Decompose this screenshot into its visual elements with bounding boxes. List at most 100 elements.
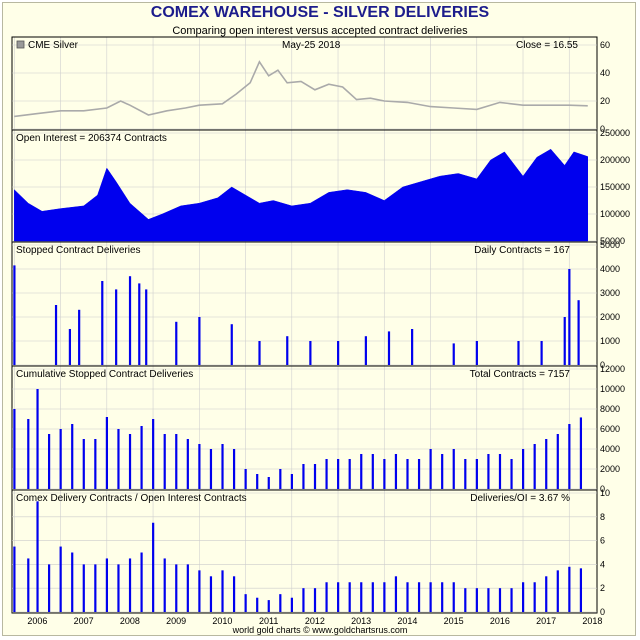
x-tick-label-2007: 2007 bbox=[74, 616, 94, 626]
data-bar bbox=[198, 444, 201, 489]
y-tick-label: 0 bbox=[600, 360, 605, 370]
data-bar bbox=[244, 469, 247, 489]
data-bar bbox=[313, 464, 317, 489]
data-bar bbox=[290, 597, 293, 612]
data-bar bbox=[286, 336, 289, 365]
panel-stopped_daily: 0 1000 2000 3000 4000 5000 Stopped Contract De… bbox=[11, 240, 620, 370]
data-bar bbox=[105, 558, 109, 612]
data-bar bbox=[545, 439, 548, 489]
data-bar bbox=[337, 459, 340, 489]
data-bar bbox=[577, 300, 580, 365]
data-bar bbox=[452, 582, 455, 612]
data-bar bbox=[36, 389, 39, 489]
panel-border bbox=[11, 489, 598, 614]
y-tick-label: 250000 bbox=[600, 128, 630, 138]
data-bar bbox=[568, 424, 571, 489]
data-bar bbox=[256, 597, 259, 612]
data-bar bbox=[163, 558, 166, 612]
data-bar bbox=[186, 439, 189, 489]
data-bar bbox=[387, 331, 391, 365]
data-bar bbox=[517, 341, 520, 365]
data-bar bbox=[487, 454, 490, 489]
y-tick-label: 10000 bbox=[600, 384, 625, 394]
data-bar bbox=[244, 594, 247, 612]
data-bar bbox=[406, 459, 409, 489]
data-bar bbox=[13, 265, 16, 365]
panel-cumulative: 0 2000 4000 6000 8000 10000 12000 Cumulative St… bbox=[11, 364, 625, 494]
data-bar bbox=[209, 576, 213, 612]
x-tick-label-2013: 2013 bbox=[351, 616, 371, 626]
panel-value-label: Daily Contracts = 167 bbox=[474, 245, 570, 256]
x-tick-label-2017: 2017 bbox=[536, 616, 556, 626]
data-bar bbox=[487, 588, 490, 612]
panel-border bbox=[11, 241, 598, 367]
data-bar bbox=[540, 341, 543, 365]
data-bar bbox=[27, 419, 30, 489]
data-bar bbox=[117, 429, 120, 489]
date-label: May-25 2018 bbox=[282, 40, 341, 51]
panel-label: Comex Delivery Contracts / Open Interest… bbox=[16, 493, 247, 504]
chart-title: COMEX WAREHOUSE - SILVER DELIVERIES bbox=[150, 4, 490, 21]
data-bar bbox=[267, 600, 270, 612]
data-bar bbox=[383, 582, 386, 612]
data-bar bbox=[441, 582, 444, 612]
data-bar bbox=[464, 459, 467, 489]
data-bar bbox=[452, 449, 455, 489]
data-bar bbox=[429, 582, 432, 612]
y-tick-label: 1000 bbox=[600, 336, 620, 346]
panel-label: Stopped Contract Deliveries bbox=[16, 245, 141, 256]
data-bar bbox=[221, 570, 224, 612]
data-bar bbox=[522, 449, 525, 489]
y-tick-label: 6 bbox=[600, 536, 605, 546]
data-bar bbox=[417, 459, 421, 489]
data-bar bbox=[101, 281, 104, 365]
y-tick-label: 10 bbox=[600, 488, 610, 498]
data-bar bbox=[568, 269, 571, 365]
data-bar bbox=[256, 474, 259, 489]
data-bar bbox=[258, 341, 261, 365]
x-tick-label-2014: 2014 bbox=[397, 616, 417, 626]
data-bar bbox=[230, 324, 233, 365]
data-bar bbox=[556, 434, 559, 489]
data-bar bbox=[47, 434, 51, 489]
y-tick-label: 200000 bbox=[600, 155, 630, 165]
data-bar bbox=[417, 582, 421, 612]
panel-label: Cumulative Stopped Contract Deliveries bbox=[16, 369, 193, 380]
data-bar bbox=[360, 454, 363, 489]
data-bar bbox=[82, 439, 85, 489]
data-bar bbox=[140, 552, 143, 612]
data-bar bbox=[348, 459, 351, 489]
data-bar bbox=[115, 289, 118, 365]
data-bar bbox=[464, 588, 467, 612]
y-tick-label: 4000 bbox=[600, 264, 620, 274]
data-bar bbox=[128, 434, 132, 489]
data-bar bbox=[140, 426, 143, 489]
close-value-label: Close = 16.55 bbox=[516, 40, 578, 51]
y-tick-label: 12000 bbox=[600, 364, 625, 374]
y-tick-label: 8000 bbox=[600, 404, 620, 414]
data-bar bbox=[36, 501, 39, 612]
data-bar bbox=[13, 546, 16, 612]
data-bar bbox=[498, 588, 502, 612]
data-bar bbox=[209, 449, 213, 489]
y-tick-label: 150000 bbox=[600, 182, 630, 192]
data-bar bbox=[337, 582, 340, 612]
panel-price: 0 20 40 60 CME Silver May-25 2018 Close = 16.5… bbox=[11, 36, 610, 134]
data-bar bbox=[475, 341, 478, 365]
data-bar bbox=[563, 317, 566, 365]
y-tick-label: 50000 bbox=[600, 236, 625, 246]
data-bar bbox=[568, 566, 571, 612]
y-tick-label: 40 bbox=[600, 68, 610, 78]
data-bar bbox=[78, 309, 81, 365]
data-bar bbox=[394, 576, 398, 612]
data-bar bbox=[186, 564, 189, 612]
x-tick-label-2016: 2016 bbox=[490, 616, 510, 626]
data-bar bbox=[71, 552, 74, 612]
data-bar bbox=[175, 321, 178, 365]
data-bar bbox=[579, 568, 583, 612]
data-bar bbox=[128, 558, 132, 612]
data-bar bbox=[371, 582, 374, 612]
legend-swatch bbox=[16, 40, 25, 49]
data-bar bbox=[128, 276, 132, 365]
